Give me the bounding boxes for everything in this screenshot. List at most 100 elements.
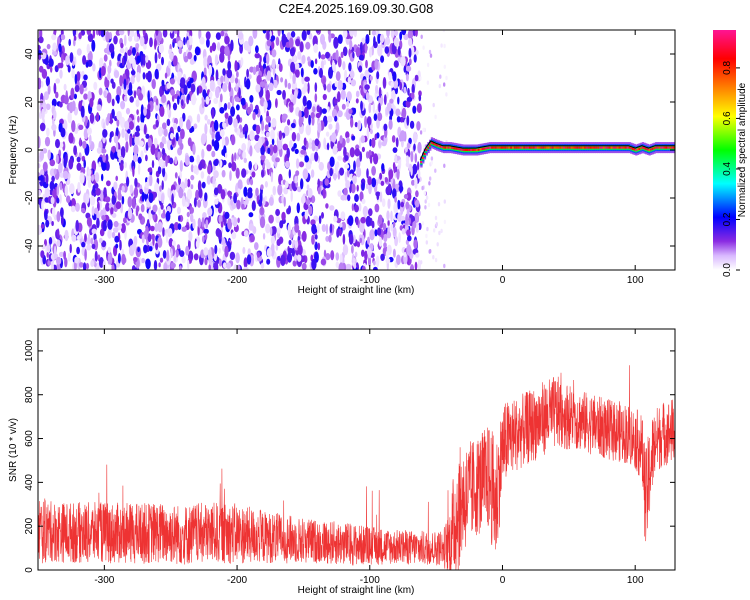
spectrogram-cell bbox=[237, 264, 241, 270]
spectrogram-cell bbox=[51, 124, 57, 131]
spectrogram-cell bbox=[187, 259, 190, 270]
spectrogram-cell bbox=[386, 210, 390, 221]
spectrogram-cell bbox=[228, 81, 232, 93]
spectrogram-cell bbox=[193, 165, 199, 174]
spectrogram-cell bbox=[424, 205, 427, 210]
spectrogram-cell bbox=[230, 106, 236, 117]
spectrogram-cell bbox=[320, 54, 326, 60]
spectrogram-cell bbox=[117, 192, 122, 201]
spectrogram-cell bbox=[396, 116, 401, 123]
spectrogram-cell bbox=[215, 228, 221, 237]
spectrogram-cell bbox=[150, 143, 156, 156]
spectrogram-cell bbox=[79, 83, 84, 95]
carrier-cell bbox=[658, 146, 661, 149]
spectrogram-cell bbox=[83, 93, 88, 100]
spectrogram-cell bbox=[207, 249, 212, 260]
spectrogram-cell bbox=[317, 178, 321, 188]
spectrogram-cell bbox=[137, 115, 140, 123]
spectrogram-cell bbox=[364, 42, 368, 54]
carrier-cell bbox=[498, 146, 502, 149]
spectrogram-cell bbox=[305, 199, 311, 205]
spectrogram-cell bbox=[292, 260, 297, 267]
spectrogram-cell bbox=[161, 79, 165, 87]
carrier-cell bbox=[626, 146, 630, 149]
spectrogram-cell bbox=[218, 258, 222, 267]
spectrogram-cell bbox=[140, 150, 144, 160]
spectrogram-cell bbox=[186, 119, 191, 131]
spectrogram-cell bbox=[181, 226, 187, 232]
spectrogram-cell bbox=[332, 60, 335, 72]
spectrogram-cell bbox=[53, 82, 57, 94]
spectrogram-cell bbox=[311, 223, 317, 235]
spectrogram-cell bbox=[179, 160, 183, 172]
spectrogram-cell bbox=[157, 166, 162, 175]
spectrogram-cell bbox=[387, 198, 391, 210]
spectrogram-cell bbox=[247, 191, 253, 199]
carrier-cell bbox=[645, 147, 648, 150]
spectrogram-cell bbox=[234, 96, 241, 103]
carrier-cell bbox=[636, 148, 640, 151]
spectrogram-cell bbox=[44, 239, 47, 247]
spectrogram-cell bbox=[249, 145, 253, 157]
spectrogram-cell bbox=[119, 47, 125, 54]
spectrogram-cell bbox=[91, 39, 96, 52]
spectrogram-cell bbox=[205, 31, 211, 40]
spectrogram-cell bbox=[109, 131, 113, 140]
spectrogram-cell bbox=[438, 230, 441, 236]
spectrogram-cell bbox=[361, 265, 366, 270]
spectrogram-cell bbox=[377, 227, 382, 236]
spectrogram-cell bbox=[418, 90, 422, 97]
spectrogram-cell bbox=[174, 156, 178, 165]
spectrogram-cell bbox=[400, 55, 406, 67]
spectrogram-cell bbox=[151, 160, 155, 169]
spectrogram-cell bbox=[391, 135, 396, 143]
carrier-cell bbox=[432, 142, 435, 145]
carrier-cell bbox=[633, 148, 636, 151]
spectrogram-cell bbox=[359, 191, 364, 202]
spectrogram-cell bbox=[355, 98, 359, 104]
spectrogram-cell bbox=[146, 219, 150, 227]
spectrogram-cell bbox=[334, 81, 338, 88]
spectrogram-cell bbox=[159, 257, 164, 263]
spectrogram-cell bbox=[305, 41, 311, 50]
spectrogram-cell bbox=[204, 114, 208, 121]
spectrogram-cell bbox=[264, 195, 267, 201]
spectrogram-cell bbox=[41, 244, 46, 250]
spectrogram-cell bbox=[288, 205, 291, 214]
spectrogram-cell bbox=[181, 195, 186, 207]
spectrogram-cell bbox=[300, 67, 304, 78]
spectrogram-cell bbox=[272, 144, 278, 154]
spectrogram-cell bbox=[125, 47, 128, 53]
spectrogram-cell bbox=[399, 81, 403, 91]
spectrogram-cell bbox=[403, 66, 407, 73]
spectrogram-cell bbox=[229, 170, 232, 181]
spectrogram-cell bbox=[80, 105, 85, 118]
spectrogram-cell bbox=[76, 48, 82, 56]
spectrogram-cell bbox=[219, 159, 223, 168]
spectrogram-cell bbox=[196, 113, 201, 123]
spectrogram-cell bbox=[243, 186, 248, 197]
spectrogram-cell bbox=[38, 54, 41, 61]
spectrogram-cell bbox=[87, 168, 92, 176]
spectrogram-cell bbox=[98, 57, 104, 69]
spectrogram-cell bbox=[321, 108, 327, 114]
spectrogram-cell bbox=[177, 95, 180, 105]
carrier-cell bbox=[628, 146, 631, 149]
spectrogram-cell bbox=[128, 35, 133, 42]
spectrogram-cell bbox=[152, 204, 158, 213]
spectrogram-cell bbox=[117, 252, 121, 264]
carrier-cell bbox=[580, 146, 583, 149]
spectrogram-cell bbox=[94, 250, 98, 262]
spectrogram-cell bbox=[371, 177, 377, 188]
spectrogram-cell bbox=[79, 230, 82, 239]
carrier-cell bbox=[601, 146, 604, 149]
spectrogram-cell bbox=[60, 34, 66, 41]
spectrogram-cell bbox=[415, 222, 420, 233]
spectrogram-cell bbox=[329, 223, 333, 234]
x-tick-label: 0 bbox=[500, 575, 506, 586]
spectrogram-cell bbox=[273, 79, 278, 89]
spectrogram-cell bbox=[404, 146, 408, 153]
spectrogram-cell bbox=[141, 234, 145, 244]
spectrogram-cell bbox=[373, 260, 376, 266]
spectrogram-cell bbox=[120, 223, 126, 234]
